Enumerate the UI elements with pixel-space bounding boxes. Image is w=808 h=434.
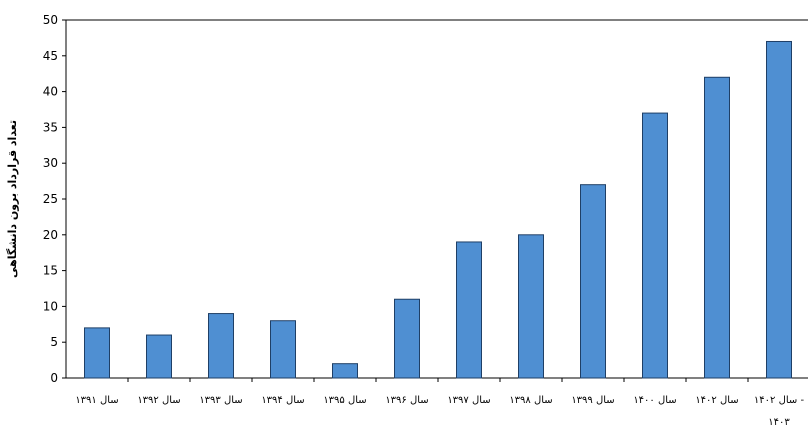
y-tick-label: 0 xyxy=(50,371,58,385)
y-tick-label: 35 xyxy=(43,120,58,134)
x-ticks: سال ۱۳۹۱ سال ۱۳۹۲ سال ۱۳۹۳ سال ۱۳۹۴ سال ۱۳۹۵… xyxy=(75,378,805,428)
x-tick-label: سال ۱۳۹۴ xyxy=(261,395,304,406)
x-tick-label: سال ۱۳۹۱ xyxy=(75,395,118,406)
bars xyxy=(84,40,792,379)
bar xyxy=(84,327,110,379)
bar xyxy=(704,76,730,379)
axes xyxy=(65,19,808,379)
bar xyxy=(394,298,420,379)
x-tick-label: سال ۱۴۰۲ xyxy=(695,395,738,406)
bar xyxy=(642,112,668,379)
bar xyxy=(270,320,296,379)
x-tick-label: سال ۱۳۹۹ xyxy=(571,395,614,406)
x-tick-label: سال ۱۳۹۸ xyxy=(509,395,552,406)
x-tick-label: سال ۱۴۰۲ -۱۴۰۳ xyxy=(754,395,805,428)
bar xyxy=(332,363,358,379)
y-tick-label: 20 xyxy=(43,228,58,242)
bar xyxy=(208,313,234,379)
bar xyxy=(766,40,792,379)
y-ticks: 0 5 10 15 20 25 30 35 40 45 50 xyxy=(43,13,66,385)
bar xyxy=(146,334,172,379)
bar xyxy=(580,184,606,379)
x-tick-label: سال ۱۳۹۳ xyxy=(199,395,242,406)
x-tick-label: سال ۱۳۹۲ xyxy=(137,395,180,406)
x-tick-label: سال ۱۴۰۰ xyxy=(633,395,676,406)
y-tick-label: 10 xyxy=(43,299,58,313)
x-tick-label: سال ۱۳۹۵ xyxy=(323,395,366,406)
y-tick-label: 25 xyxy=(43,192,58,206)
y-tick-label: 50 xyxy=(43,13,58,27)
y-tick-label: 15 xyxy=(43,264,58,278)
y-tick-label: 45 xyxy=(43,49,58,63)
y-axis-label: تعداد قرارداد برون دانشگاهی xyxy=(6,120,19,278)
y-tick-label: 30 xyxy=(43,156,58,170)
y-tick-label: 40 xyxy=(43,85,58,99)
x-tick-label: سال ۱۳۹۷ xyxy=(447,395,490,406)
x-tick-label: سال ۱۳۹۶ xyxy=(385,395,428,406)
bar xyxy=(456,241,482,379)
y-tick-label: 5 xyxy=(50,335,58,349)
bar xyxy=(518,234,544,379)
